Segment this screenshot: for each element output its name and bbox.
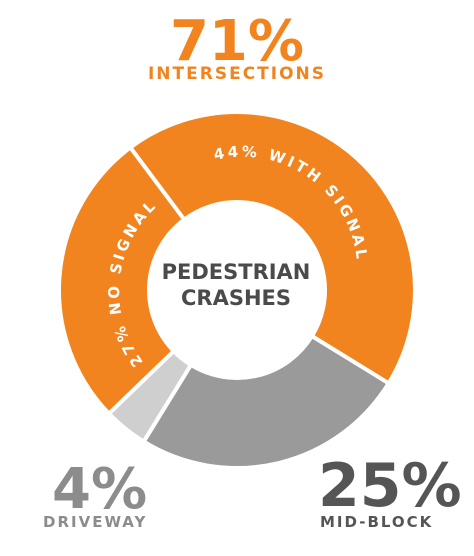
intersections-label: INTERSECTIONS xyxy=(147,64,327,84)
slice-no-signal xyxy=(57,145,187,416)
mid-block-label: MID-BLOCK xyxy=(320,513,434,531)
driveway-label: DRIVEWAY xyxy=(43,513,148,531)
driveway-percent: 4% xyxy=(52,457,148,522)
slice-driveway xyxy=(106,349,193,444)
mid-block-percent: 25% xyxy=(318,451,462,521)
slice-mid-block xyxy=(141,334,391,470)
slice-with-signal xyxy=(128,110,417,386)
intersections-percent: 71% xyxy=(169,9,305,74)
center-label-line-2: CRASHES xyxy=(181,286,291,310)
center-label-line-1: PEDESTRIAN xyxy=(162,260,311,284)
